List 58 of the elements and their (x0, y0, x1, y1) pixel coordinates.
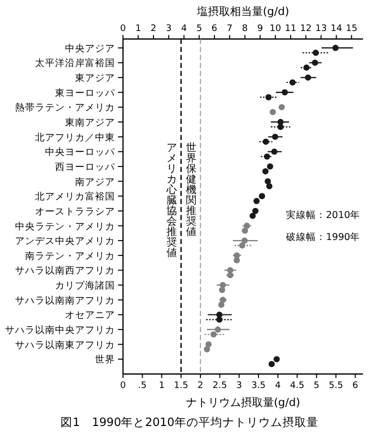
y-tick-label: 太平洋沿岸富裕国 (35, 57, 115, 70)
x-axis-title: ナトリウム摂取量(g/d) (186, 396, 300, 409)
y-tick-label: 南アジア (75, 176, 115, 188)
x2-tick-label: 1 (135, 24, 142, 34)
y-tick-label: 西ヨーロッパ (55, 162, 116, 173)
y-tick-label: サハラ以南西アフリカ (15, 264, 115, 277)
x2-tick-label: 14 (330, 24, 342, 34)
y-tick-label: 東ヨーロッパ (55, 86, 116, 99)
y-tick-label: 中央ヨーロッパ (45, 146, 116, 158)
y-tick-label: 東南アジア (65, 116, 115, 129)
x-tick-label: .5 (138, 381, 147, 391)
x-tick-label: 0 (120, 381, 126, 391)
y-tick-label: オセアニア (65, 310, 115, 322)
x-tick-label: 2.5 (212, 381, 227, 391)
x-tick-label: 4 (274, 381, 281, 391)
annotation: 実線幅：2010年 (286, 209, 360, 221)
x2-tick-label: 4 (181, 24, 188, 34)
y-tick-label: 北アフリカ／中東 (35, 131, 115, 144)
y-tick-label: 中央ラテン・アメリカ (15, 220, 115, 232)
x-tick-label: 1 (158, 381, 165, 391)
y-tick-label: アンデス中央アメリカ (15, 235, 115, 248)
x2-tick-label: 12 (300, 24, 312, 34)
x2-tick-label: 9 (257, 24, 264, 34)
x-tick-label: 3 (236, 381, 242, 391)
x-tick-label: 2 (198, 381, 204, 391)
y-tick-label: 中央アジア (65, 42, 115, 54)
x2-tick-label: 11 (284, 24, 296, 34)
y-tick-label: カリブ海諸国 (55, 280, 115, 292)
y-tick-label: オーストララシア (35, 206, 115, 218)
x2-tick-label: 8 (242, 24, 248, 34)
x2-tick-label: 13 (315, 24, 327, 34)
x-tick-label: 1.5 (174, 381, 188, 391)
text: アメリカ心臓協会推奨値 (166, 142, 178, 259)
x-tick-label: 3.5 (251, 381, 266, 391)
y-tick-label: 世界 (95, 354, 115, 366)
x2-tick-label: 6 (212, 24, 218, 34)
y-tick-label: 東アジア (75, 72, 115, 84)
x-tick-label: 5.5 (328, 381, 344, 391)
x2-tick-label: 5 (196, 24, 202, 34)
y-tick-label: 南ラテン・アメリカ (25, 250, 115, 262)
y-tick-label: サハラ以南東アフリカ (15, 338, 115, 351)
x2-tick-label: 0 (120, 24, 126, 34)
x2-tick-label: 7 (226, 24, 233, 34)
x2-axis-title: 塩摂取相当量(g/d) (196, 5, 290, 18)
x-tick-label: 4.5 (290, 381, 304, 391)
text: 図1 1990年と2010年の平均ナトリウム摂取量 (60, 415, 318, 429)
x2-tick-label: 2 (150, 24, 156, 34)
x2-tick-label: 15 (346, 24, 358, 34)
text: 世界保健機関推奨値 (186, 142, 197, 238)
x-tick-label: 6 (352, 381, 358, 391)
y-tick-label: サハラ以南中央アフリカ (5, 324, 115, 336)
x-tick-label: 5 (314, 381, 320, 391)
y-tick-label: 北アメリカ富裕国 (35, 190, 115, 203)
x2-tick-label: 3 (166, 24, 172, 34)
annotation: 破線幅：1990年 (285, 231, 360, 243)
x2-tick-label: 10 (270, 24, 282, 34)
y-tick-label: サハラ以南南アフリカ (15, 294, 115, 306)
y-tick-label: 熱帯ラテン・アメリカ (15, 102, 115, 114)
